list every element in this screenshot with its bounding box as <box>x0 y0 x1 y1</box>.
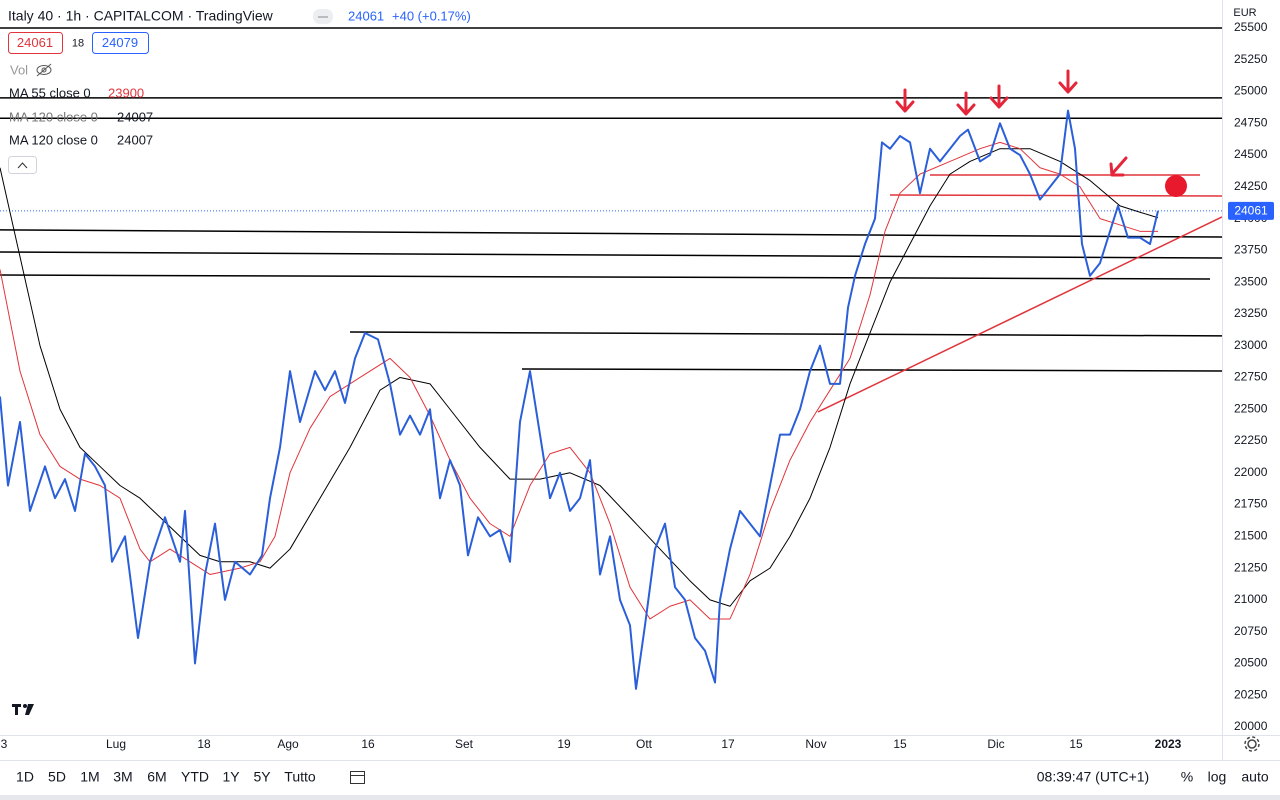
y-tick-label: 25500 <box>1234 20 1268 34</box>
buy-button[interactable] <box>92 32 149 54</box>
y-tick-label: 20000 <box>1234 719 1268 733</box>
volume-label: Vol <box>10 62 28 77</box>
hide-icon[interactable] <box>36 63 52 77</box>
header-change: +40 (+0.17%) <box>392 8 471 23</box>
drawing-line <box>889 194 1223 197</box>
x-tick-label: 3 <box>1 737 8 751</box>
scale-option[interactable]: % <box>1181 769 1193 785</box>
y-tick-label: 21250 <box>1234 560 1268 574</box>
last-price-label: 24061 <box>1234 204 1268 218</box>
y-tick-label: 20750 <box>1234 624 1268 638</box>
price-line <box>0 109 1159 690</box>
last-price-tag <box>1228 201 1274 220</box>
x-tick-label: Set <box>455 737 474 751</box>
arrow <box>1109 156 1128 177</box>
range-button[interactable]: 1Y <box>222 769 240 785</box>
range-button[interactable]: 5D <box>48 769 66 785</box>
y-tick-label: 23750 <box>1234 243 1268 257</box>
y-tick-label: 20500 <box>1234 656 1268 670</box>
x-tick-label: 18 <box>197 737 211 751</box>
indicator-value: 24007 <box>117 109 153 124</box>
collapse-icon <box>17 162 28 169</box>
drawing-line <box>0 229 1223 238</box>
bid-price: 24061 <box>17 35 53 50</box>
drawing-line <box>349 331 1223 337</box>
y-tick-label: 22750 <box>1234 370 1268 384</box>
settings-icon[interactable] <box>1244 736 1260 752</box>
marker-dot <box>1165 175 1187 197</box>
arrow <box>895 88 915 113</box>
indicator-label: MA 120 close 0 <box>9 132 98 147</box>
y-tick-label: 21000 <box>1234 592 1268 606</box>
spread: 18 <box>72 37 84 49</box>
bottom-strip <box>0 795 1280 800</box>
x-tick-label: Ago <box>277 737 299 751</box>
currency: EUR <box>1233 7 1256 19</box>
y-tick-label: 22250 <box>1234 433 1268 447</box>
price-line <box>0 141 1158 620</box>
y-tick-label: 24250 <box>1234 179 1268 193</box>
sell-button[interactable] <box>8 32 63 54</box>
date-range-icon[interactable] <box>350 771 365 784</box>
indicator-label: MA 120 close 0 <box>9 109 98 124</box>
arrows <box>895 69 1128 177</box>
logo <box>12 704 34 715</box>
y-tick-label: 25000 <box>1234 84 1268 98</box>
range-button[interactable]: Tutto <box>284 769 316 785</box>
drawing-line <box>0 274 1211 280</box>
range-button[interactable]: 1D <box>16 769 34 785</box>
range-button[interactable]: 1M <box>80 769 99 785</box>
indicator-value: 24007 <box>117 132 153 147</box>
x-tick-label: 19 <box>557 737 571 751</box>
drawing-line <box>521 368 1223 372</box>
x-tick-label: 2023 <box>1155 737 1182 751</box>
symbol-title: Italy 40 · 1h · CAPITALCOM · TradingView <box>8 8 274 24</box>
drawing-line <box>817 216 1223 413</box>
x-tick-label: 15 <box>893 737 907 751</box>
x-tick-label: 17 <box>721 737 735 751</box>
clock: 08:39:47 (UTC+1) <box>1037 769 1149 785</box>
x-tick-label: Lug <box>106 737 126 751</box>
x-tick-label: Dic <box>987 737 1004 751</box>
price-line <box>0 148 1159 607</box>
ask-price: 24079 <box>102 35 138 50</box>
y-tick-label: 23250 <box>1234 306 1268 320</box>
y-tick-label: 24500 <box>1234 147 1268 161</box>
y-tick-label: 21500 <box>1234 529 1268 543</box>
range-button[interactable]: 3M <box>113 769 132 785</box>
x-tick-label: 16 <box>361 737 375 751</box>
y-tick-label: 22500 <box>1234 401 1268 415</box>
x-tick-label: 15 <box>1069 737 1083 751</box>
scale-option[interactable]: log <box>1208 769 1227 785</box>
header-price: 24061 <box>348 8 384 23</box>
y-tick-label: 22000 <box>1234 465 1268 479</box>
y-tick-label: 25250 <box>1234 52 1268 66</box>
range-button[interactable]: 6M <box>147 769 166 785</box>
plot-area <box>0 27 1223 690</box>
indicator-label: MA 55 close 0 <box>9 85 91 100</box>
x-tick-label: Ott <box>636 737 653 751</box>
indicator-value: 23900 <box>108 85 144 100</box>
y-tick-label: 23500 <box>1234 274 1268 288</box>
toolbar: 1D 5D 1M 3M 6M YTD 1Y 5Y Tutto 08:39:47 (UTC+1)% l… <box>16 769 1269 785</box>
range-button[interactable]: YTD <box>181 769 209 785</box>
range-button[interactable]: 5Y <box>253 769 271 785</box>
drawing-line <box>0 251 1223 259</box>
y-tick-label: 23000 <box>1234 338 1268 352</box>
scale-option[interactable]: auto <box>1241 769 1268 785</box>
y-tick-label: 21750 <box>1234 497 1268 511</box>
x-tick-label: Nov <box>805 737 826 751</box>
arrow <box>989 84 1009 109</box>
arrow <box>1058 69 1078 94</box>
arrow <box>956 91 976 116</box>
y-tick-label: 20250 <box>1234 687 1268 701</box>
y-tick-label: 24750 <box>1234 115 1268 129</box>
collapse-button[interactable] <box>8 156 37 174</box>
